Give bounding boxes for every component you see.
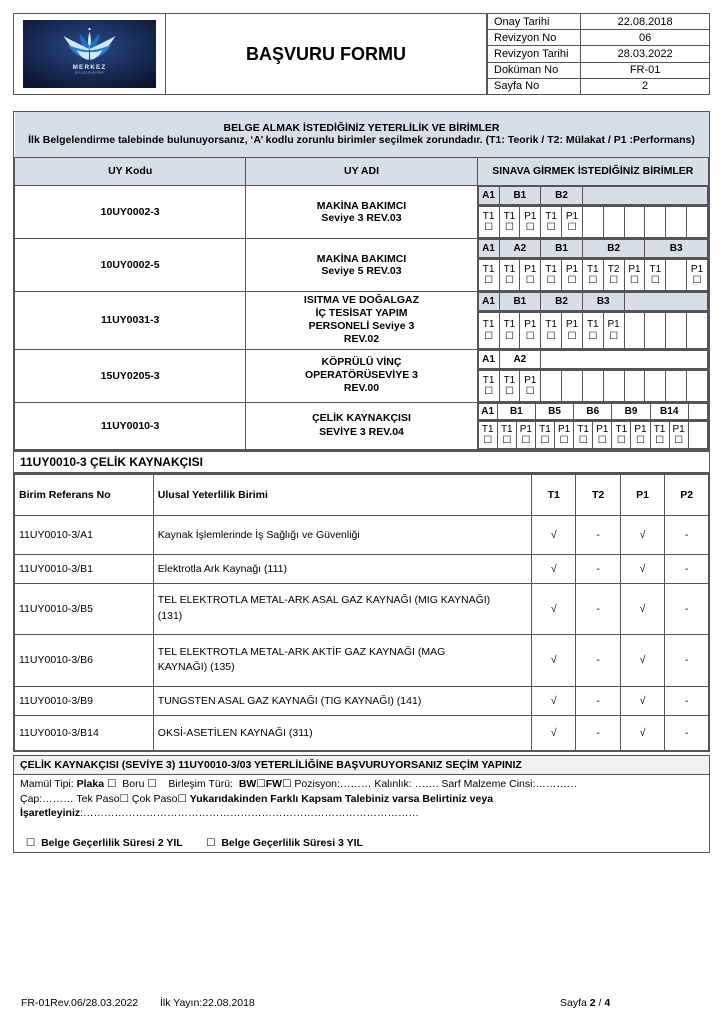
svg-text:BELGELENDİRME: BELGELENDİRME — [75, 70, 104, 75]
